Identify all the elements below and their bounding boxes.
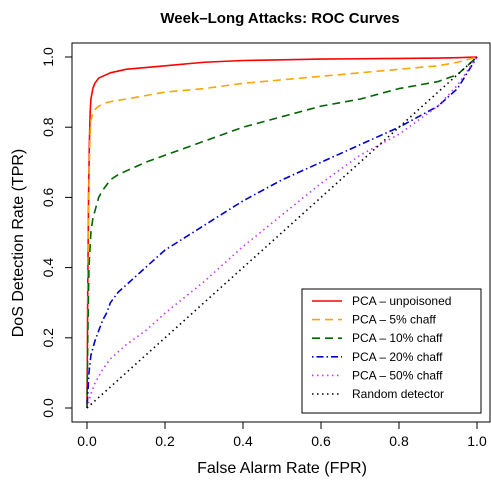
series-line-2: [86, 56, 478, 409]
y-tick-label-5: 1.0: [40, 47, 56, 67]
x-tick-label-0: 0.0: [77, 433, 97, 449]
y-tick-label-2: 0.4: [40, 258, 56, 278]
y-tick-label-0: 0.0: [40, 398, 56, 418]
x-axis: 0.0 0.2 0.4 0.6 0.8 1.0: [77, 421, 487, 449]
x-tick-label-1: 0.2: [155, 433, 175, 449]
chart-title: Week–Long Attacks: ROC Curves: [160, 10, 399, 27]
y-tick-label-3: 0.6: [40, 187, 56, 207]
y-axis-label: DoS Detection Rate (TPR): [10, 149, 27, 338]
series-layer: [86, 56, 478, 409]
legend-label-0: PCA – unpoisoned: [352, 294, 451, 308]
y-tick-label-1: 0.2: [40, 328, 56, 348]
x-tick-label-4: 0.8: [389, 433, 409, 449]
x-axis-label: False Alarm Rate (FPR): [197, 460, 367, 477]
legend-box: [301, 288, 482, 414]
x-tick-label-5: 1.0: [467, 433, 487, 449]
legend-label-1: PCA – 5% chaff: [352, 313, 436, 327]
x-tick-label-3: 0.6: [311, 433, 331, 449]
x-tick-label-2: 0.4: [233, 433, 253, 449]
series-line-0: [86, 56, 478, 409]
series-line-4: [86, 56, 478, 409]
series-line-3: [86, 56, 478, 409]
y-tick-label-4: 0.8: [40, 117, 56, 137]
legend-label-2: PCA – 10% chaff: [352, 331, 443, 345]
legend-label-4: PCA – 50% chaff: [352, 368, 443, 382]
y-axis: 0.0 0.2 0.4 0.6 0.8 1.0: [40, 47, 73, 418]
series-line-1: [86, 56, 478, 409]
legend-label-3: PCA – 20% chaff: [352, 350, 443, 364]
legend-label-5: Random detector: [352, 387, 444, 401]
legend: PCA – unpoisoned PCA – 5% chaff PCA – 10% …: [301, 288, 482, 414]
